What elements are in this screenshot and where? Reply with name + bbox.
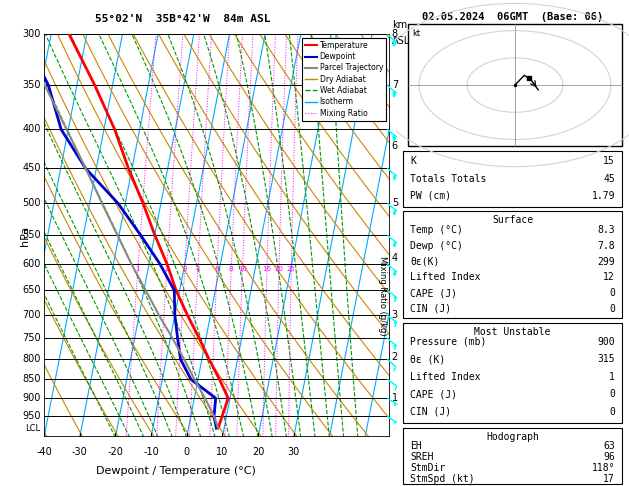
Text: EH: EH	[410, 441, 422, 451]
Text: 4: 4	[196, 266, 200, 272]
Bar	[403, 151, 622, 207]
Text: 5: 5	[392, 198, 398, 208]
Text: 63: 63	[603, 441, 615, 451]
Text: θε (K): θε (K)	[410, 354, 445, 364]
Text: kt: kt	[413, 29, 421, 38]
Text: Pressure (mb): Pressure (mb)	[410, 337, 487, 347]
Text: Hodograph: Hodograph	[486, 432, 539, 442]
Text: 96: 96	[603, 452, 615, 462]
Text: 2: 2	[392, 352, 398, 362]
Bar	[403, 211, 622, 318]
Text: CIN (J): CIN (J)	[410, 304, 452, 314]
Text: 25: 25	[287, 266, 296, 272]
Text: 4: 4	[392, 253, 398, 263]
Text: 650: 650	[22, 285, 40, 295]
Text: StmSpd (kt): StmSpd (kt)	[410, 474, 475, 484]
Text: K: K	[410, 156, 416, 167]
Text: 0: 0	[609, 389, 615, 399]
Text: 10: 10	[216, 448, 228, 457]
Text: 600: 600	[22, 259, 40, 269]
Text: Surface: Surface	[492, 215, 533, 226]
Text: 8: 8	[392, 29, 398, 39]
Text: CAPE (J): CAPE (J)	[410, 389, 457, 399]
Text: ASL: ASL	[392, 36, 410, 46]
Text: 45: 45	[603, 174, 615, 184]
Text: 0: 0	[184, 448, 190, 457]
Text: Dewp (°C): Dewp (°C)	[410, 241, 463, 251]
Text: -40: -40	[36, 448, 52, 457]
Text: -30: -30	[72, 448, 87, 457]
Text: 1: 1	[609, 372, 615, 382]
Text: Dewpoint / Temperature (°C): Dewpoint / Temperature (°C)	[96, 466, 255, 476]
Text: CAPE (J): CAPE (J)	[410, 288, 457, 298]
Text: 300: 300	[22, 29, 40, 39]
Text: -20: -20	[108, 448, 123, 457]
Text: 900: 900	[598, 337, 615, 347]
Text: 0: 0	[609, 304, 615, 314]
Text: 800: 800	[22, 354, 40, 364]
Text: -10: -10	[143, 448, 159, 457]
Text: 55°02'N  35B°42'W  84m ASL: 55°02'N 35B°42'W 84m ASL	[94, 14, 270, 24]
Text: Mixing Ratio (g/kg): Mixing Ratio (g/kg)	[377, 257, 387, 336]
Text: 0: 0	[609, 288, 615, 298]
Bar	[408, 24, 622, 146]
Text: km: km	[392, 20, 407, 30]
Text: 500: 500	[22, 198, 40, 208]
Text: 0: 0	[609, 407, 615, 417]
Text: Lifted Index: Lifted Index	[410, 372, 481, 382]
Text: 8.3: 8.3	[598, 225, 615, 235]
Text: 1: 1	[392, 393, 398, 403]
Text: 950: 950	[22, 411, 40, 421]
Text: 1.79: 1.79	[591, 191, 615, 201]
Text: 02.05.2024  06GMT  (Base: 06): 02.05.2024 06GMT (Base: 06)	[422, 12, 603, 22]
Text: 450: 450	[22, 163, 40, 174]
Text: 350: 350	[22, 80, 40, 90]
Text: PW (cm): PW (cm)	[410, 191, 452, 201]
Text: CIN (J): CIN (J)	[410, 407, 452, 417]
Text: 7: 7	[392, 80, 398, 90]
Text: 20: 20	[274, 266, 283, 272]
Text: 12: 12	[603, 273, 615, 282]
Text: Temp (°C): Temp (°C)	[410, 225, 463, 235]
Legend: Temperature, Dewpoint, Parcel Trajectory, Dry Adiabat, Wet Adiabat, Isotherm, Mi: Temperature, Dewpoint, Parcel Trajectory…	[302, 38, 386, 121]
Text: 1: 1	[135, 266, 140, 272]
Text: 6: 6	[392, 140, 398, 151]
Text: 8: 8	[229, 266, 233, 272]
Text: 750: 750	[22, 333, 40, 343]
Text: 400: 400	[22, 124, 40, 135]
Text: 3: 3	[392, 310, 398, 320]
Text: 15: 15	[603, 156, 615, 167]
Text: θε(K): θε(K)	[410, 257, 440, 267]
Text: Lifted Index: Lifted Index	[410, 273, 481, 282]
Text: 550: 550	[22, 230, 40, 240]
Text: 30: 30	[287, 448, 300, 457]
Text: 16: 16	[262, 266, 271, 272]
Text: SREH: SREH	[410, 452, 434, 462]
Text: 900: 900	[22, 393, 40, 403]
Text: 20: 20	[252, 448, 264, 457]
Text: 6: 6	[214, 266, 219, 272]
Text: 700: 700	[22, 310, 40, 320]
Text: 10: 10	[238, 266, 247, 272]
Bar	[403, 323, 622, 423]
Text: 118°: 118°	[591, 463, 615, 473]
Bar	[403, 428, 622, 484]
Text: 7.8: 7.8	[598, 241, 615, 251]
Text: Most Unstable: Most Unstable	[474, 327, 551, 337]
Text: hPa: hPa	[20, 226, 30, 246]
Text: 2: 2	[164, 266, 169, 272]
Text: Totals Totals: Totals Totals	[410, 174, 487, 184]
Text: 850: 850	[22, 374, 40, 384]
Text: 299: 299	[598, 257, 615, 267]
Text: StmDir: StmDir	[410, 463, 445, 473]
Text: 17: 17	[603, 474, 615, 484]
Text: 315: 315	[598, 354, 615, 364]
Text: LCL: LCL	[25, 424, 40, 433]
Text: 3: 3	[182, 266, 187, 272]
